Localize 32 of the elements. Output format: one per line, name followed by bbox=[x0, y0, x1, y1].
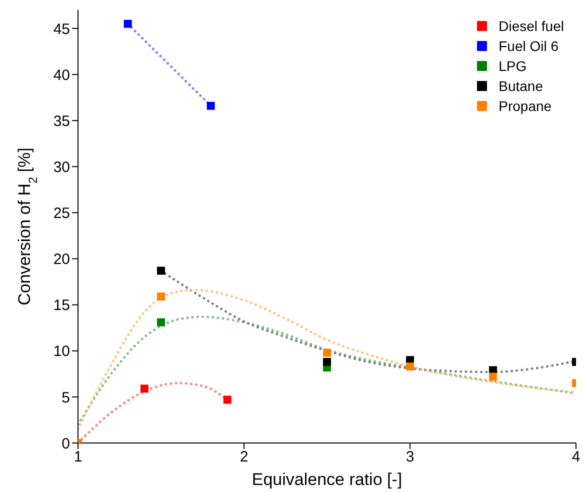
point bbox=[157, 292, 165, 301]
point bbox=[223, 396, 232, 404]
x-tick-label: 4 bbox=[572, 448, 580, 466]
point bbox=[489, 372, 497, 381]
point bbox=[323, 348, 331, 357]
point bbox=[157, 318, 165, 326]
x-tick-label: 3 bbox=[406, 448, 414, 466]
y-tick-label: 0 bbox=[62, 435, 70, 452]
point bbox=[206, 102, 215, 110]
point bbox=[157, 266, 165, 275]
line-series bbox=[78, 288, 576, 430]
x-tick-label: 2 bbox=[240, 448, 248, 466]
y-tick-label: 35 bbox=[53, 112, 70, 130]
y-tick-label: 40 bbox=[53, 66, 70, 84]
point bbox=[124, 20, 132, 28]
y-tick-label: 25 bbox=[53, 205, 70, 222]
y-tick-label: 30 bbox=[53, 158, 70, 176]
point bbox=[406, 362, 414, 371]
y-tick-label: 5 bbox=[62, 389, 70, 406]
legend-label: Fuel Oil 6 bbox=[498, 38, 559, 54]
y-tick-label: 45 bbox=[53, 20, 70, 38]
point bbox=[323, 358, 331, 366]
y-tick-label: 10 bbox=[53, 343, 70, 360]
x-tick-label: 1 bbox=[74, 448, 82, 466]
legend-label: Propane bbox=[498, 98, 552, 114]
legend-label: LPG bbox=[498, 58, 527, 74]
y-tick-label: 15 bbox=[53, 297, 70, 314]
legend-label: Diesel fuel bbox=[498, 18, 564, 34]
x-axis-title: Equivalence ratio [-] bbox=[252, 470, 402, 489]
legend-label: Butane bbox=[498, 78, 543, 94]
point bbox=[140, 384, 148, 393]
y-tick-label: 20 bbox=[53, 251, 70, 268]
